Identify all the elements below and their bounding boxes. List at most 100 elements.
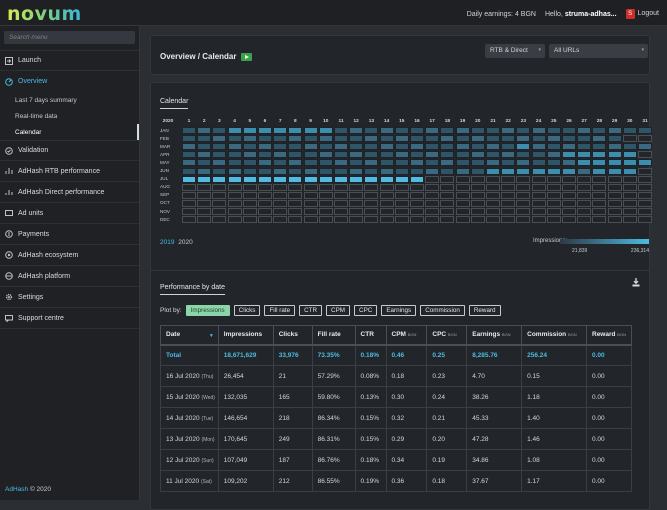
calendar-day-cell[interactable] (212, 167, 227, 175)
calendar-day-cell[interactable] (562, 199, 576, 207)
calendar-day-cell[interactable] (425, 135, 440, 143)
calendar-day-cell[interactable] (242, 135, 257, 143)
calendar-day-cell[interactable] (197, 151, 212, 159)
chip-earnings[interactable]: Earnings (381, 305, 417, 316)
calendar-day-cell[interactable] (318, 208, 333, 215)
calendar-day-cell[interactable] (394, 208, 409, 215)
calendar-day-cell[interactable] (364, 143, 379, 151)
calendar-day-cell[interactable] (440, 167, 455, 175)
calendar-day-cell[interactable] (638, 183, 652, 191)
calendar-day-cell[interactable] (303, 208, 318, 215)
calendar-day-cell[interactable] (318, 135, 333, 143)
calendar-day-cell[interactable] (638, 159, 652, 167)
calendar-day-cell[interactable] (607, 199, 622, 207)
calendar-day-cell[interactable] (486, 135, 500, 143)
calendar-day-cell[interactable] (334, 135, 348, 143)
calendar-day-cell[interactable] (273, 151, 288, 159)
calendar-day-cell[interactable] (410, 167, 424, 175)
calendar-day-cell[interactable] (212, 143, 227, 151)
calendar-day-cell[interactable] (562, 208, 576, 215)
calendar-day-cell[interactable] (607, 208, 622, 215)
calendar-day-cell[interactable] (622, 135, 637, 143)
calendar-day-cell[interactable] (334, 159, 348, 167)
calendar-day-cell[interactable] (562, 191, 576, 199)
calendar-day-cell[interactable] (638, 143, 652, 151)
calendar-day-cell[interactable] (562, 127, 576, 134)
calendar-day-cell[interactable] (394, 167, 409, 175)
calendar-day-cell[interactable] (364, 159, 379, 167)
calendar-day-cell[interactable] (349, 175, 364, 183)
calendar-day-cell[interactable] (531, 175, 546, 183)
calendar-day-cell[interactable] (258, 216, 272, 224)
calendar-day-cell[interactable] (607, 183, 622, 191)
calendar-day-cell[interactable] (197, 216, 212, 224)
calendar-day-cell[interactable] (501, 183, 516, 191)
calendar-day-cell[interactable] (364, 135, 379, 143)
calendar-day-cell[interactable] (334, 127, 348, 134)
calendar-day-cell[interactable] (394, 199, 409, 207)
calendar-day-cell[interactable] (394, 135, 409, 143)
sidebar-item-payments[interactable]: Payments (0, 224, 139, 245)
calendar-day-cell[interactable] (531, 143, 546, 151)
calendar-day-cell[interactable] (197, 183, 212, 191)
calendar-day-cell[interactable] (440, 135, 455, 143)
calendar-day-cell[interactable] (349, 183, 364, 191)
calendar-day-cell[interactable] (364, 183, 379, 191)
calendar-day-cell[interactable] (410, 216, 424, 224)
calendar-day-cell[interactable] (592, 143, 607, 151)
calendar-day-cell[interactable] (303, 183, 318, 191)
calendar-day-cell[interactable] (379, 216, 394, 224)
calendar-day-cell[interactable] (242, 159, 257, 167)
calendar-day-cell[interactable] (516, 159, 531, 167)
calendar-day-cell[interactable] (638, 151, 652, 159)
calendar-day-cell[interactable] (455, 208, 470, 215)
calendar-day-cell[interactable] (638, 208, 652, 215)
calendar-day-cell[interactable] (577, 159, 592, 167)
calendar-day-cell[interactable] (242, 175, 257, 183)
calendar-day-cell[interactable] (562, 183, 576, 191)
calendar-day-cell[interactable] (486, 199, 500, 207)
calendar-day-cell[interactable] (258, 208, 272, 215)
col-commission[interactable]: Commission BGN (521, 325, 587, 346)
calendar-day-cell[interactable] (273, 167, 288, 175)
type-select[interactable]: RTB & Direct ▾ (485, 44, 545, 58)
chip-fill-rate[interactable]: Fill rate (264, 305, 296, 316)
calendar-day-cell[interactable] (516, 216, 531, 224)
calendar-day-cell[interactable] (592, 151, 607, 159)
calendar-day-cell[interactable] (349, 135, 364, 143)
calendar-day-cell[interactable] (182, 143, 196, 151)
calendar-day-cell[interactable] (182, 216, 196, 224)
calendar-day-cell[interactable] (425, 199, 440, 207)
col-ctr[interactable]: CTR (354, 325, 387, 346)
download-icon[interactable] (632, 278, 640, 287)
calendar-day-cell[interactable] (410, 208, 424, 215)
calendar-day-cell[interactable] (273, 159, 288, 167)
calendar-day-cell[interactable] (227, 159, 242, 167)
calendar-day-cell[interactable] (516, 208, 531, 215)
calendar-day-cell[interactable] (334, 143, 348, 151)
calendar-day-cell[interactable] (592, 135, 607, 143)
calendar-day-cell[interactable] (379, 191, 394, 199)
calendar-day-cell[interactable] (258, 183, 272, 191)
calendar-day-cell[interactable] (212, 208, 227, 215)
calendar-day-cell[interactable] (334, 216, 348, 224)
calendar-day-cell[interactable] (638, 127, 652, 134)
calendar-day-cell[interactable] (622, 191, 637, 199)
calendar-day-cell[interactable] (303, 143, 318, 151)
calendar-day-cell[interactable] (349, 151, 364, 159)
calendar-day-cell[interactable] (334, 167, 348, 175)
calendar-day-cell[interactable] (516, 191, 531, 199)
calendar-day-cell[interactable] (227, 199, 242, 207)
calendar-day-cell[interactable] (562, 151, 576, 159)
calendar-day-cell[interactable] (501, 216, 516, 224)
calendar-day-cell[interactable] (273, 135, 288, 143)
calendar-day-cell[interactable] (197, 127, 212, 134)
calendar-day-cell[interactable] (258, 151, 272, 159)
calendar-day-cell[interactable] (425, 208, 440, 215)
calendar-day-cell[interactable] (455, 151, 470, 159)
calendar-day-cell[interactable] (273, 183, 288, 191)
calendar-day-cell[interactable] (622, 167, 637, 175)
calendar-day-cell[interactable] (425, 159, 440, 167)
calendar-day-cell[interactable] (242, 167, 257, 175)
calendar-day-cell[interactable] (212, 199, 227, 207)
